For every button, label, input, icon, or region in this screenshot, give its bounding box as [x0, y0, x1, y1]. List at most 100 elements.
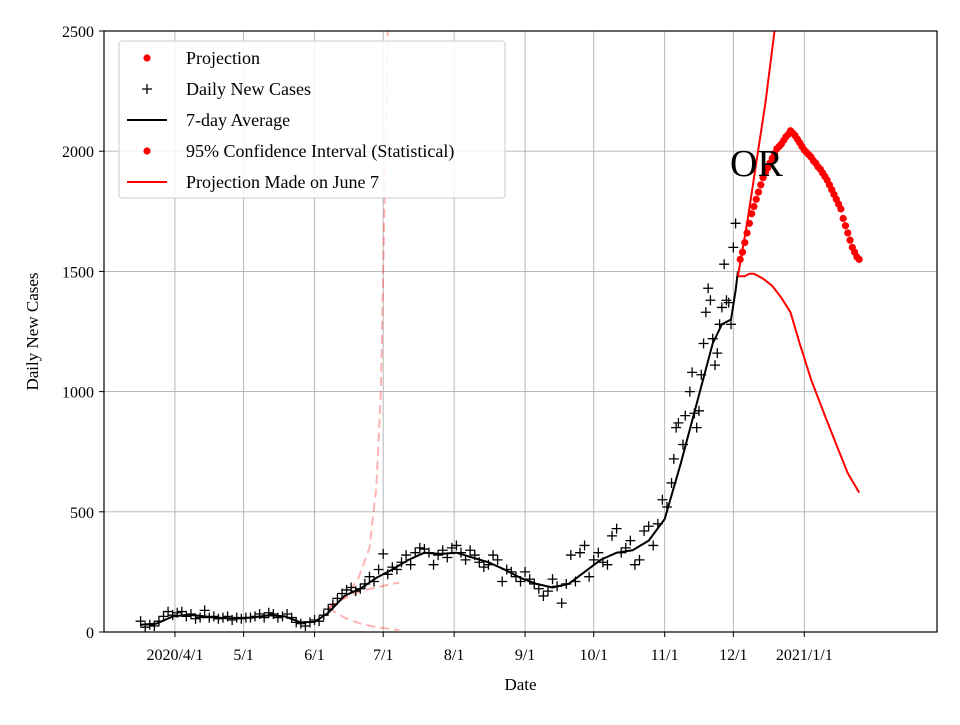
daily-new-cases-point — [227, 614, 238, 625]
projection-point — [745, 219, 753, 227]
daily-new-cases-point — [259, 612, 270, 623]
daily-new-cases-point — [705, 295, 716, 306]
legend-label: Projection — [186, 48, 260, 68]
daily-new-cases-point — [721, 295, 732, 306]
daily-new-cases-point — [575, 547, 585, 558]
legend-label: Projection Made on June 7 — [186, 172, 379, 192]
axis-ticks: 2020/4/1 5/1 6/1 7/1 8/1 9/1 10/1 11/1 12/1 2021/… — [62, 24, 833, 664]
daily-new-cases-point — [728, 242, 739, 253]
daily-new-cases-point — [181, 611, 192, 622]
daily-new-cases-point — [593, 547, 604, 558]
x-axis-label: Date — [504, 675, 536, 694]
daily-new-cases-point — [668, 453, 679, 464]
daily-new-cases-point — [538, 590, 549, 601]
x-tick-label: 11/1 — [651, 647, 679, 664]
daily-new-cases-point — [465, 545, 476, 556]
daily-new-cases-point — [643, 521, 654, 532]
legend-dot-marker — [143, 147, 151, 155]
projection-point — [741, 238, 749, 247]
daily-new-cases-point — [414, 542, 425, 553]
daily-new-cases-point — [446, 542, 457, 553]
projection-point — [748, 210, 756, 218]
daily-new-cases-point — [579, 540, 590, 551]
x-tick-label: 2020/4/1 — [146, 647, 203, 664]
plot-frame — [103, 30, 938, 633]
legend-label: 95% Confidence Interval (Statistical) — [186, 141, 454, 162]
daily-new-cases-point — [602, 559, 613, 570]
projection-point — [846, 236, 854, 244]
y-tick-label: 2500 — [62, 24, 94, 41]
daily-new-cases-point — [698, 338, 709, 349]
daily-new-cases-point — [460, 554, 471, 565]
y-tick-label: 500 — [70, 505, 94, 522]
daily-new-cases-point — [556, 598, 567, 609]
legend-dot-marker — [143, 54, 151, 62]
projection-point — [738, 248, 747, 256]
daily-new-cases-point — [199, 605, 210, 616]
plot-data — [135, 31, 863, 632]
daily-new-cases-point — [716, 302, 727, 313]
y-axis-label: Daily New Cases — [23, 272, 42, 390]
x-tick-label: 5/1 — [233, 647, 253, 664]
legend-label: 7-day Average — [186, 110, 290, 130]
x-tick-label: 9/1 — [515, 647, 535, 664]
daily-new-cases-point — [673, 417, 684, 428]
daily-new-cases-point — [611, 523, 622, 534]
daily-new-cases-point — [378, 548, 389, 559]
daily-new-cases-point — [520, 566, 531, 577]
projection-made-on-june-7-line — [327, 607, 400, 632]
x-tick-label: 6/1 — [304, 647, 324, 664]
projection-point — [743, 229, 751, 237]
daily-new-cases-point — [433, 550, 444, 561]
daily-new-cases-point — [149, 620, 160, 631]
projection-point — [757, 181, 765, 189]
daily-new-cases-point — [195, 612, 206, 623]
state-annotation: OR — [730, 143, 783, 185]
daily-new-cases-point — [488, 550, 499, 561]
daily-new-cases-point — [373, 564, 384, 575]
daily-new-cases-point — [478, 562, 489, 573]
daily-new-cases-point — [719, 259, 730, 270]
projection-point — [837, 205, 845, 213]
daily-new-cases-point — [497, 576, 508, 587]
projection-point — [754, 188, 763, 196]
x-tick-label: 2021/1/1 — [776, 647, 833, 664]
x-tick-label: 7/1 — [373, 647, 393, 664]
daily-new-cases-point — [629, 559, 640, 570]
daily-new-cases-point — [492, 554, 503, 565]
legend: Projection Daily New Cases 7-day Average 95… — [118, 40, 506, 199]
daily-new-cases-point — [428, 559, 439, 570]
daily-new-cases-point — [341, 584, 352, 595]
daily-new-cases-point — [364, 571, 375, 582]
daily-new-cases-point — [272, 612, 283, 623]
y-tick-label: 0 — [86, 625, 94, 642]
projection-point — [752, 195, 760, 203]
daily-new-cases-point — [639, 526, 650, 537]
daily-new-cases-point — [730, 218, 741, 229]
projection-point — [855, 255, 863, 263]
daily-new-cases-point — [687, 367, 698, 378]
daily-new-cases-point — [726, 319, 737, 330]
daily-new-cases-point — [401, 550, 412, 561]
daily-new-cases-point — [588, 554, 599, 565]
daily-new-cases-point — [703, 283, 714, 294]
daily-new-cases-point — [565, 550, 576, 561]
daily-new-cases-point — [295, 618, 306, 629]
projection-point — [844, 229, 852, 237]
daily-new-cases-point — [584, 571, 595, 582]
7-day-average-line — [140, 271, 739, 626]
x-tick-label: 8/1 — [444, 647, 464, 664]
projection-point — [736, 255, 744, 263]
y-tick-label: 1500 — [62, 264, 94, 281]
projection-point — [750, 202, 758, 211]
daily-new-cases-point — [451, 540, 462, 551]
95-confidence-interval-statistical-line — [737, 272, 861, 494]
daily-new-cases-point — [684, 386, 695, 397]
projection-point — [841, 222, 850, 230]
daily-new-cases-point — [671, 422, 682, 433]
daily-new-cases-point — [542, 586, 553, 597]
daily-new-cases-point — [405, 559, 416, 570]
daily-new-cases-point — [712, 348, 723, 359]
